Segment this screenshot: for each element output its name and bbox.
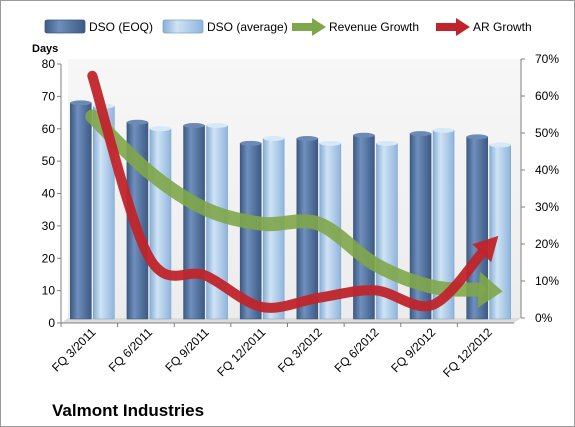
y2-tick-label: 20% — [535, 237, 559, 251]
bar-top-dso-average — [149, 126, 171, 132]
y-tick-label: 10 — [42, 284, 56, 298]
legend-label-dso-eoq: DSO (EOQ) — [89, 20, 153, 34]
line-ar-growth — [87, 70, 487, 313]
company-name: Valmont Industries — [52, 401, 204, 420]
y-tick-label: 70 — [42, 89, 56, 103]
bar-top-dso-eoq — [183, 123, 205, 129]
bar-top-dso-average — [489, 142, 511, 148]
bar-top-dso-average — [206, 123, 228, 129]
y-tick-label: 20 — [42, 251, 56, 265]
legend-item-dso-average: DSO (average) — [162, 19, 288, 34]
bar-dso-eoq — [70, 102, 92, 320]
bar-top-dso-eoq — [240, 140, 262, 146]
bar-top-dso-eoq — [126, 119, 148, 125]
bar-top-dso-eoq — [296, 135, 318, 141]
bar-dso-eoq — [239, 143, 262, 320]
legend-swatch-dso-average — [162, 19, 204, 34]
x-axis-labels: FQ 3/2011 FQ 6/2011 FQ 9/2011 FQ 12/2011 FQ … — [49, 323, 495, 380]
legend-item-ar-growth: AR Growth — [436, 18, 532, 36]
bar-top-dso-eoq — [70, 100, 92, 106]
bar-top-dso-average — [433, 127, 455, 133]
line-revenue-growth — [85, 109, 486, 297]
y2-axis-ticks: 0% 10% 20% 30% 40% 50% 60% 70% — [521, 52, 559, 325]
legend-arrowhead-ar-growth — [456, 18, 470, 36]
legend-label-revenue-growth: Revenue Growth — [329, 20, 419, 34]
x-tick-label: FQ 12/2012 — [440, 325, 495, 380]
x-tick-label: FQ 12/2011 — [214, 325, 268, 379]
bar-top-dso-eoq — [466, 134, 488, 140]
bar-top-dso-average — [376, 140, 398, 146]
legend-label-ar-growth: AR Growth — [473, 20, 532, 34]
y2-tick-label: 0% — [535, 311, 553, 325]
y2-tick-label: 60% — [535, 89, 559, 103]
x-tick-label: FQ 9/2012 — [388, 325, 438, 375]
y-tick-label: 0 — [48, 316, 55, 330]
arrowhead-revenue-growth — [477, 271, 503, 308]
y-axis-title: Days — [32, 43, 58, 55]
bar-dso-average — [149, 128, 172, 320]
y2-tick-label: 40% — [535, 163, 559, 177]
arrowhead-ar-growth — [472, 235, 499, 263]
legend-arrowhead-revenue-growth — [312, 18, 326, 36]
plot-floor — [61, 318, 521, 323]
y-tick-label: 80 — [42, 57, 56, 71]
x-tick-label: FQ 9/2011 — [162, 325, 212, 375]
x-tick-label: FQ 6/2012 — [332, 325, 382, 375]
legend-label-dso-average: DSO (average) — [207, 20, 288, 34]
bar-top-dso-average — [319, 140, 341, 146]
y2-tick-label: 10% — [535, 274, 559, 288]
y-tick-label: 60 — [42, 122, 56, 136]
bar-dso-eoq — [183, 125, 205, 320]
legend-swatch-dso-eoq — [44, 19, 86, 34]
y-tick-label: 30 — [42, 219, 56, 233]
legend: DSO (EOQ) DSO (average) Revenue Growth A… — [44, 18, 532, 36]
y-tick-label: 40 — [42, 187, 56, 201]
line-group — [85, 70, 503, 313]
y2-tick-label: 30% — [535, 200, 559, 214]
y2-tick-label: 50% — [535, 126, 559, 140]
legend-item-dso-eoq: DSO (EOQ) — [44, 19, 153, 34]
bar-top-dso-eoq — [353, 132, 375, 138]
x-tick-label: FQ 3/2011 — [49, 325, 99, 375]
bar-top-dso-average — [263, 135, 285, 141]
x-tick-label: FQ 6/2011 — [106, 325, 156, 375]
bar-top-dso-eoq — [410, 131, 432, 137]
y-axis-ticks: 0 10 20 30 40 50 60 70 80 — [42, 57, 61, 330]
legend-item-revenue-growth: Revenue Growth — [292, 18, 419, 36]
y-tick-label: 50 — [42, 154, 56, 168]
y2-tick-label: 70% — [535, 52, 559, 66]
x-tick-label: FQ 3/2012 — [275, 325, 325, 375]
